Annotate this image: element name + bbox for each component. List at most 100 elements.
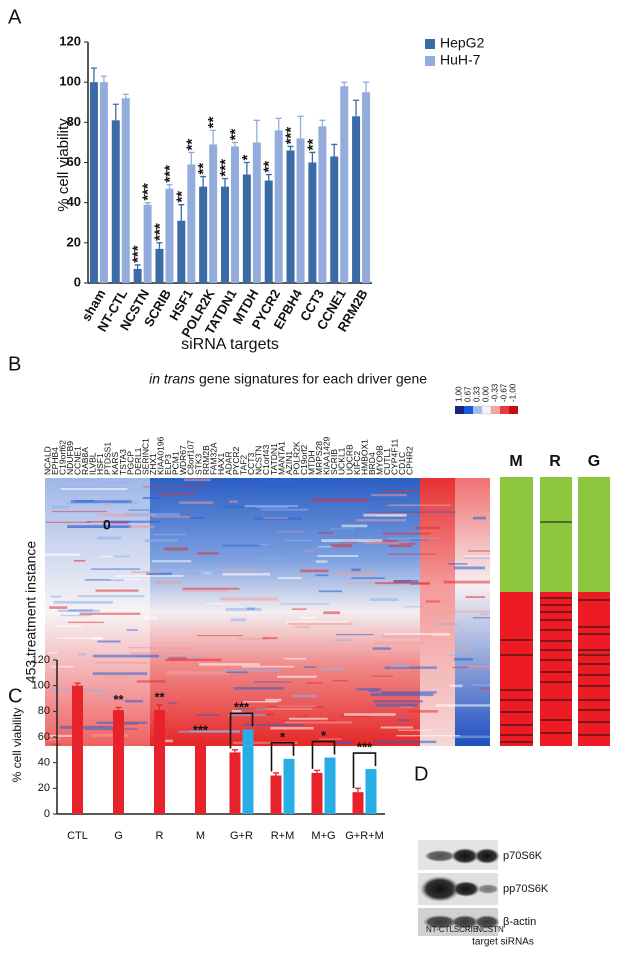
heatmap-texture bbox=[257, 543, 270, 546]
gene-label: PGCP bbox=[125, 451, 135, 475]
colorbar-cell bbox=[509, 406, 518, 414]
blot-band bbox=[420, 876, 460, 902]
gene-label: WDR67 bbox=[178, 445, 188, 475]
heatmap-texture bbox=[453, 566, 485, 570]
heatmap-texture bbox=[146, 572, 173, 576]
x-tick-label: M bbox=[196, 830, 205, 842]
x-tick-label: M+G bbox=[311, 830, 335, 842]
lane-label: SCRIB bbox=[454, 925, 478, 934]
heatmap-texture bbox=[277, 705, 317, 708]
heatmap-texture bbox=[242, 665, 294, 668]
heatmap-texture bbox=[284, 657, 307, 660]
heatmap-texture bbox=[165, 670, 233, 673]
heatmap-texture bbox=[453, 658, 473, 661]
heatmap-texture bbox=[227, 713, 266, 717]
heatmap-texture bbox=[373, 740, 437, 744]
bar bbox=[155, 248, 164, 283]
heatmap-texture bbox=[317, 546, 335, 548]
heatmap-texture bbox=[70, 500, 132, 504]
colorbar-cell bbox=[455, 406, 464, 414]
heatmap-texture bbox=[351, 568, 361, 572]
heatmap-texture bbox=[452, 735, 490, 739]
gene-label: PYCR2 bbox=[231, 446, 241, 475]
heatmap-texture bbox=[382, 532, 431, 535]
heatmap-texture bbox=[189, 517, 205, 519]
heatmap-texture bbox=[356, 519, 406, 522]
gene-label: HMBOX1 bbox=[359, 439, 369, 475]
heatmap-texture bbox=[97, 536, 122, 540]
bar bbox=[89, 82, 98, 284]
heatmap-texture bbox=[470, 684, 490, 687]
error-bar bbox=[156, 704, 163, 711]
x-tick-label: R+M bbox=[271, 830, 295, 842]
heatmap-texture bbox=[199, 663, 260, 666]
error-bar bbox=[331, 143, 338, 157]
heatmap-texture bbox=[77, 653, 87, 656]
heatmap-texture bbox=[443, 610, 490, 613]
panel-label: A bbox=[8, 6, 22, 28]
heatmap-texture bbox=[102, 481, 130, 484]
heatmap-texture bbox=[447, 563, 468, 565]
colorbar-cell bbox=[491, 406, 500, 414]
gene-label: NCALD bbox=[42, 446, 52, 475]
error-bar bbox=[200, 175, 207, 187]
heatmap-texture bbox=[388, 544, 413, 548]
y-tick-label: 0 bbox=[74, 274, 81, 289]
significance: * bbox=[239, 155, 256, 161]
heatmap-texture bbox=[220, 597, 278, 601]
heatmap-texture bbox=[67, 524, 132, 528]
heatmap-texture bbox=[323, 611, 341, 615]
heatmap-texture bbox=[226, 671, 248, 674]
heatmap-texture bbox=[265, 698, 282, 702]
bar bbox=[274, 130, 283, 283]
heatmap-texture bbox=[115, 574, 184, 577]
gene-label: KARS bbox=[110, 452, 120, 475]
gene-label: NCSTN bbox=[254, 446, 264, 475]
heatmap-texture bbox=[235, 708, 267, 710]
heatmap-texture bbox=[404, 606, 424, 608]
bar bbox=[270, 775, 282, 814]
gene-label: ILVBL bbox=[88, 452, 98, 475]
bar bbox=[121, 98, 130, 283]
heatmap-texture bbox=[371, 675, 393, 677]
heatmap-texture bbox=[92, 672, 148, 675]
blot-band bbox=[423, 915, 457, 929]
bar bbox=[340, 86, 349, 283]
gene-label: BRD4 bbox=[367, 452, 377, 475]
heatmap-texture bbox=[479, 613, 489, 616]
heatmap-texture bbox=[183, 478, 211, 482]
error-bar bbox=[275, 117, 282, 131]
error-bar bbox=[222, 177, 228, 187]
heatmap-texture bbox=[305, 550, 314, 552]
gene-label: UCKL1 bbox=[337, 447, 347, 475]
heatmap-texture bbox=[472, 617, 490, 619]
heatmap-texture bbox=[124, 513, 180, 517]
colorbar-label: 1.00 bbox=[455, 386, 464, 402]
bar bbox=[352, 792, 364, 814]
heatmap-texture bbox=[277, 531, 305, 533]
error-bar bbox=[363, 81, 370, 93]
heatmap-texture bbox=[84, 728, 114, 731]
heatmap-texture bbox=[260, 557, 286, 560]
heatmap-texture bbox=[116, 515, 132, 517]
heatmap-texture bbox=[167, 702, 178, 705]
bar bbox=[113, 710, 124, 814]
significance: *** bbox=[357, 740, 373, 755]
heatmap-texture bbox=[231, 710, 242, 713]
gene-label: RAB8A bbox=[80, 447, 90, 475]
heatmap-title: gene signatures for each driver gene bbox=[199, 371, 427, 387]
y-tick-label: 80 bbox=[67, 114, 81, 129]
heatmap-texture bbox=[467, 550, 490, 552]
gene-label: CD1C bbox=[397, 452, 407, 475]
heatmap-texture bbox=[153, 533, 187, 536]
gene-label: CUTL1 bbox=[382, 448, 392, 475]
gene-label: ELP3 bbox=[163, 454, 173, 475]
error-bar bbox=[355, 787, 361, 793]
bar bbox=[199, 186, 208, 283]
heatmap-texture bbox=[371, 494, 407, 497]
heatmap-texture bbox=[60, 488, 128, 491]
blot-band bbox=[452, 881, 480, 897]
heatmap-texture bbox=[334, 572, 378, 575]
error-bar bbox=[100, 75, 107, 83]
heatmap-texture bbox=[370, 693, 434, 697]
